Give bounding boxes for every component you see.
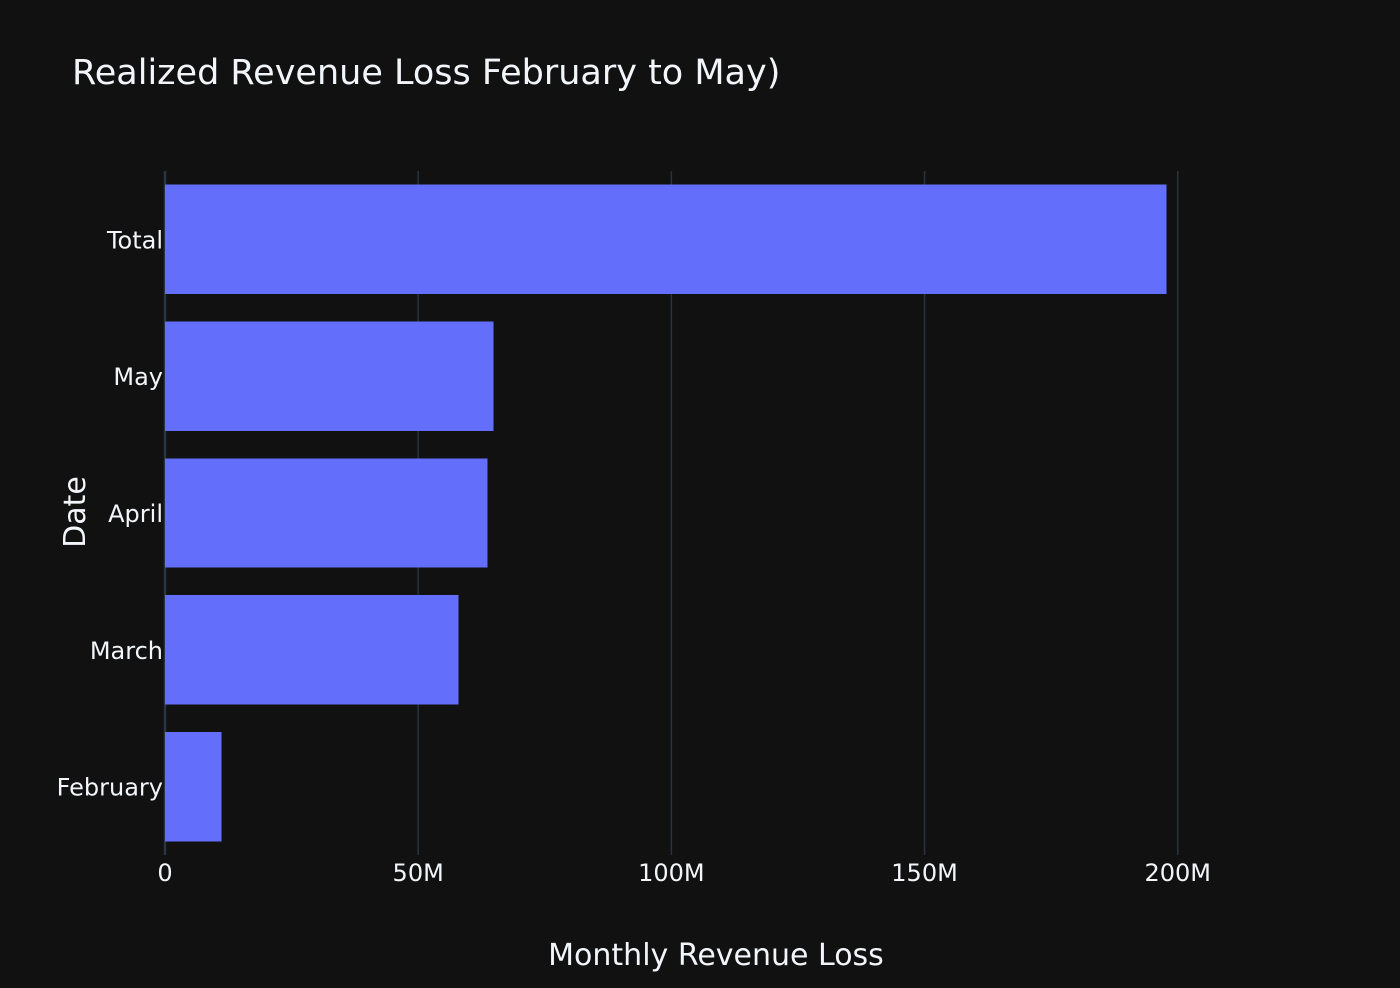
y-axis-title: Date <box>58 476 93 548</box>
bar-february <box>165 731 222 842</box>
x-tick-label: 0 <box>157 859 172 887</box>
y-tick-label: March <box>90 637 163 665</box>
x-tick-label: 100M <box>638 859 705 887</box>
bar-may <box>165 321 494 431</box>
y-axis-ticks: February March April May Total <box>57 226 163 801</box>
bars <box>165 184 1167 842</box>
x-axis-title: Monthly Revenue Loss <box>548 938 884 973</box>
bar-total <box>165 184 1167 295</box>
x-tick-label: 150M <box>891 859 958 887</box>
y-tick-label: April <box>108 500 163 528</box>
bar-april <box>165 458 488 568</box>
y-tick-label: May <box>113 363 163 391</box>
bar-march <box>165 595 459 705</box>
y-tick-label: Total <box>106 226 163 254</box>
x-tick-label: 50M <box>393 859 444 887</box>
chart-title: Realized Revenue Loss February to May) <box>72 53 780 93</box>
x-axis-ticks: 0 50M 100M 150M 200M <box>157 859 1211 887</box>
y-tick-label: February <box>57 774 163 802</box>
x-tick-label: 200M <box>1144 859 1211 887</box>
